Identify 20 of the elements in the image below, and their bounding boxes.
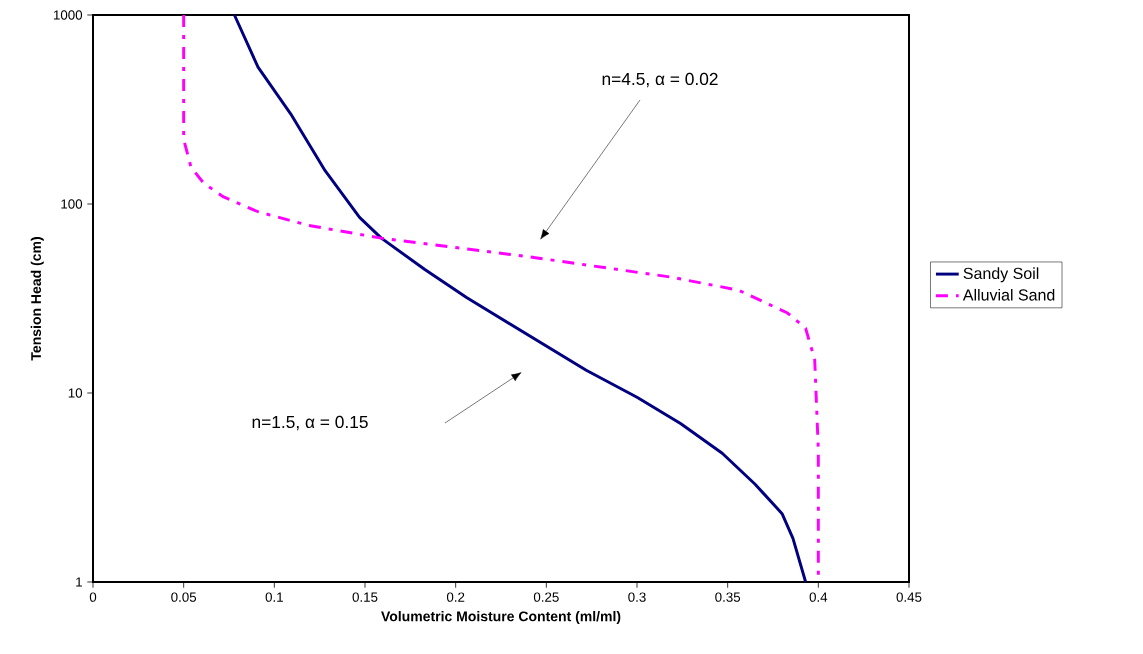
annotation: n=1.5, α = 0.15 [252, 415, 368, 431]
y-axis-title: Tension Head (cm) [30, 237, 44, 361]
x-tick-label: 0.2 [446, 592, 465, 602]
y-tick-label: 100 [61, 199, 83, 209]
x-tick-label: 0 [89, 592, 97, 602]
x-axis-title: Volumetric Moisture Content (ml/ml) [381, 611, 621, 625]
x-tick-label: 0.35 [715, 592, 741, 602]
x-tick-label: 0.15 [352, 592, 378, 602]
y-tick-label: 10 [68, 388, 83, 398]
x-tick-label: 0.45 [896, 592, 922, 602]
x-tick-label: 0.1 [265, 592, 283, 602]
x-tick-label: 0.4 [809, 592, 828, 602]
x-tick-label: 0.3 [628, 592, 646, 602]
x-tick-label: 0.05 [171, 592, 197, 602]
y-tick-label: 1 [76, 577, 82, 587]
legend-label: Alluvial Sand [962, 288, 1055, 301]
x-tick-label: 0.25 [533, 592, 559, 602]
annotation: n=4.5, α = 0.02 [602, 72, 718, 88]
y-tick-label: 1000 [53, 10, 83, 20]
legend-label: Sandy Soil [963, 267, 1039, 283]
